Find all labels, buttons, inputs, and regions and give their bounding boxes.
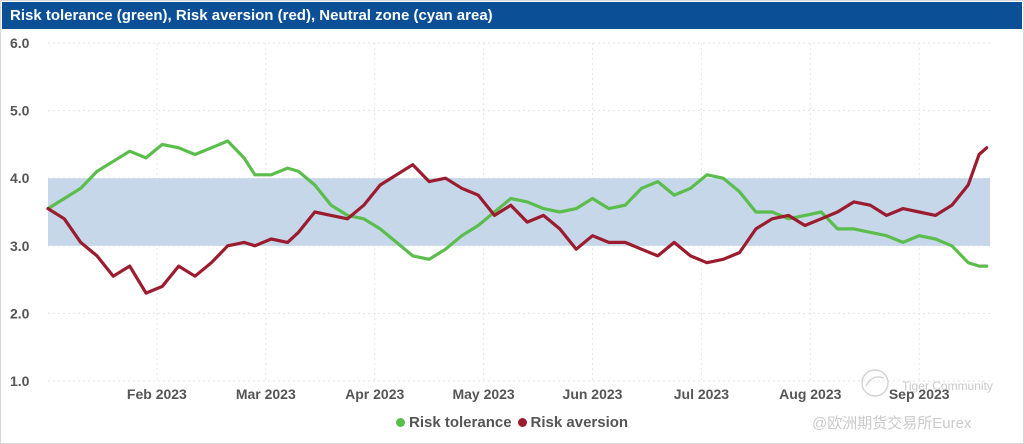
series-line-risk-aversion <box>46 146 989 295</box>
x-tick-label: Mar 2023 <box>236 386 296 402</box>
x-tick-label: Feb 2023 <box>127 386 187 402</box>
series-line-risk-tolerance <box>46 139 989 268</box>
x-tick-label: Aug 2023 <box>779 386 841 402</box>
chart-title: Risk tolerance (green), Risk aversion (r… <box>10 7 493 24</box>
legend-item-risk-aversion[interactable]: Risk aversion <box>517 414 629 431</box>
x-tick-label: Jun 2023 <box>563 386 623 402</box>
chart-legend: Risk tolerance Risk aversion <box>396 414 634 431</box>
watermark-exchange: @欧洲期货交易所Eurex <box>812 415 972 432</box>
chart-title-bar: Risk tolerance (green), Risk aversion (r… <box>2 2 1022 29</box>
x-tick-label: May 2023 <box>452 386 514 402</box>
y-tick-label: 1.0 <box>10 373 30 389</box>
watermark-community: Tiger Community <box>902 379 993 393</box>
legend-label-risk-aversion: Risk aversion <box>530 414 629 431</box>
x-tick-label: Apr 2023 <box>345 386 404 402</box>
y-tick-label: 2.0 <box>10 305 30 321</box>
x-tick-label: Sep 2023 <box>889 386 950 402</box>
legend-label-risk-tolerance: Risk tolerance <box>409 414 512 431</box>
legend-dot-icon <box>517 418 527 427</box>
x-tick-label: Jul 2023 <box>674 386 729 402</box>
legend-item-risk-tolerance[interactable]: Risk tolerance <box>396 414 512 431</box>
y-tick-label: 3.0 <box>10 238 30 254</box>
y-tick-label: 5.0 <box>10 103 30 119</box>
y-tick-label: 6.0 <box>10 35 30 51</box>
tiger-logo-icon <box>861 369 889 397</box>
y-tick-label: 4.0 <box>10 170 30 186</box>
legend-dot-icon <box>396 418 405 427</box>
